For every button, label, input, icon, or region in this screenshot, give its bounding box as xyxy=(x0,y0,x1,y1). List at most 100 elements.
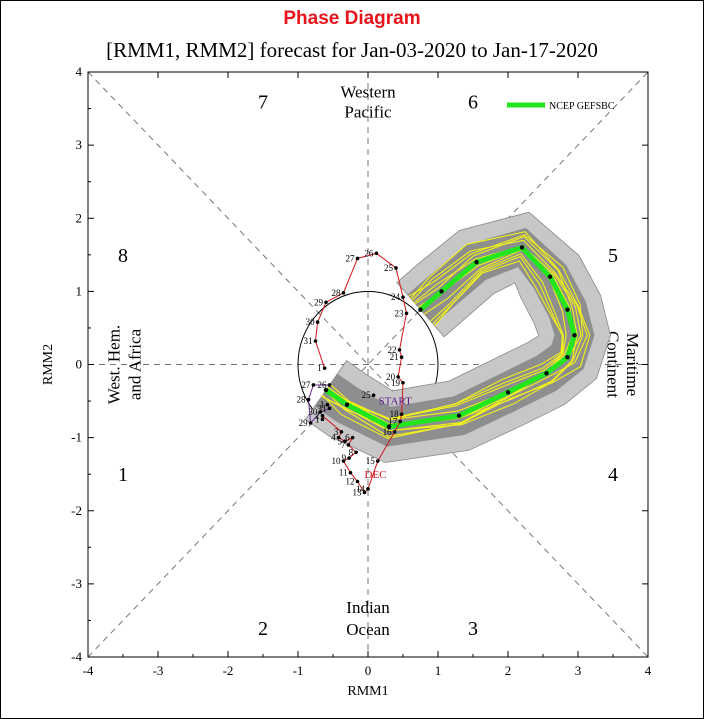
observed-red-label: 2 xyxy=(315,411,320,421)
phase-number: 2 xyxy=(258,618,268,640)
y-tick-label: -1 xyxy=(71,430,82,445)
ensemble-mean-point xyxy=(565,307,570,312)
observed-red-point xyxy=(355,256,360,261)
ensemble-mean-point xyxy=(439,289,444,294)
phase-divider-diagonal xyxy=(87,71,649,658)
observed-red-point xyxy=(401,380,405,385)
observed-purple-point xyxy=(306,397,311,402)
observed-red-label: 18 xyxy=(390,409,400,419)
observed-red-point xyxy=(399,355,404,359)
phase-number: 4 xyxy=(608,464,618,486)
observed-red-label: 23 xyxy=(395,308,405,318)
region-label-left: West. Hem. xyxy=(105,325,124,404)
observed-red-point xyxy=(320,417,325,422)
observed-red-label: 15 xyxy=(366,456,376,466)
observed-red-label: 5 xyxy=(337,436,342,446)
region-label-left: and Africa xyxy=(126,328,145,400)
observed-red-point xyxy=(362,490,367,495)
observed-red-point xyxy=(404,311,409,316)
observed-red-label: 11 xyxy=(339,468,348,478)
observed-red-point xyxy=(336,435,341,440)
y-tick-label: 1 xyxy=(76,283,83,298)
observed-red-point xyxy=(396,375,400,379)
ensemble-mean-point xyxy=(323,387,329,393)
observed-purple-label: 27 xyxy=(301,380,311,390)
observed-red-label: 7 xyxy=(341,440,346,450)
observed-red-point xyxy=(376,459,380,463)
observed-red-label: 22 xyxy=(388,345,397,355)
x-tick-label: 1 xyxy=(435,663,442,678)
region-label-right: Continent xyxy=(603,331,622,398)
observed-red-label: 31 xyxy=(304,336,313,346)
observed-red-label: 21 xyxy=(390,352,399,362)
observed-purple-point xyxy=(325,402,330,407)
observed-purple-label: 25 xyxy=(362,390,372,400)
observed-red-label: 1 xyxy=(315,414,320,424)
observed-red-point xyxy=(399,412,404,417)
region-label-top: Pacific xyxy=(344,102,392,121)
observed-red-point xyxy=(374,251,379,256)
x-axis-label: RMM1 xyxy=(347,684,388,699)
observed-red-label: 17 xyxy=(388,417,398,427)
x-tick-label: -3 xyxy=(153,663,164,678)
y-tick-label: -3 xyxy=(71,576,82,591)
observed-red-point xyxy=(339,429,344,434)
x-tick-label: 0 xyxy=(365,663,372,678)
observed-purple-label: 28 xyxy=(297,395,307,405)
phase-number: 5 xyxy=(608,245,618,267)
observed-purple-point xyxy=(327,406,332,411)
x-tick-label: -4 xyxy=(83,663,94,678)
ensemble-member-line xyxy=(322,231,591,439)
observed-red-point xyxy=(354,450,358,455)
observed-purple-point xyxy=(308,421,313,425)
observed-red-label: 13 xyxy=(353,487,363,497)
region-label-bottom: Ocean xyxy=(346,620,390,639)
ensemble-mean-point xyxy=(474,259,479,265)
y-tick-label: 4 xyxy=(76,64,83,79)
observed-red-label: 30 xyxy=(306,317,316,327)
observed-red-label: 4 xyxy=(331,433,336,443)
observed-red-point xyxy=(394,266,398,270)
observed-red-label: 16 xyxy=(383,427,393,437)
observed-purple-point xyxy=(318,410,323,414)
observed-red-label: 12 xyxy=(346,477,355,487)
region-label-top: Western xyxy=(340,83,396,102)
observed-red-point xyxy=(324,300,328,305)
observed-red-point xyxy=(350,435,355,440)
ensemble-member-line xyxy=(325,239,588,437)
observed-red-point xyxy=(322,366,327,370)
x-tick-label: -2 xyxy=(223,663,234,678)
observed-red-label: 14 xyxy=(356,484,366,494)
observed-red-point xyxy=(315,320,320,324)
ensemble-mean-point xyxy=(519,245,525,250)
phase-number: 6 xyxy=(468,91,478,113)
observed-red-label: 6 xyxy=(345,433,350,443)
observed-red-label: 29 xyxy=(314,297,324,307)
observed-purple-label: 26 xyxy=(318,380,328,390)
dec-marker: DEC xyxy=(365,469,387,481)
ensemble-member-line xyxy=(321,234,584,432)
phase-divider-diagonal xyxy=(87,71,649,658)
ensemble-mean-point xyxy=(456,413,462,418)
observed-red-point xyxy=(366,487,370,491)
y-tick-label: 3 xyxy=(76,137,83,152)
phase-number: 1 xyxy=(118,464,128,486)
observed-red-point xyxy=(398,419,403,424)
observed-red-label: 25 xyxy=(384,263,394,273)
chart-title: [RMM1, RMM2] forecast for Jan-03-2020 to… xyxy=(106,38,598,62)
observed-purple-label: 29 xyxy=(299,418,309,428)
observed-red-label: 26 xyxy=(364,248,374,258)
y-tick-label: 2 xyxy=(76,210,83,225)
observed-red-label: 19 xyxy=(391,378,401,388)
observed-red-point xyxy=(343,439,347,444)
observed-red-label: 27 xyxy=(346,253,356,263)
y-tick-label: -2 xyxy=(71,503,82,518)
observed-red-point xyxy=(341,459,346,463)
observed-red-label: 8 xyxy=(349,447,354,457)
chart-heading: Phase Diagram xyxy=(283,8,421,29)
observed-purple-point xyxy=(327,383,332,387)
observed-red-point xyxy=(355,479,360,484)
y-axis-label: RMM2 xyxy=(41,344,56,385)
observed-red-point xyxy=(320,413,325,418)
